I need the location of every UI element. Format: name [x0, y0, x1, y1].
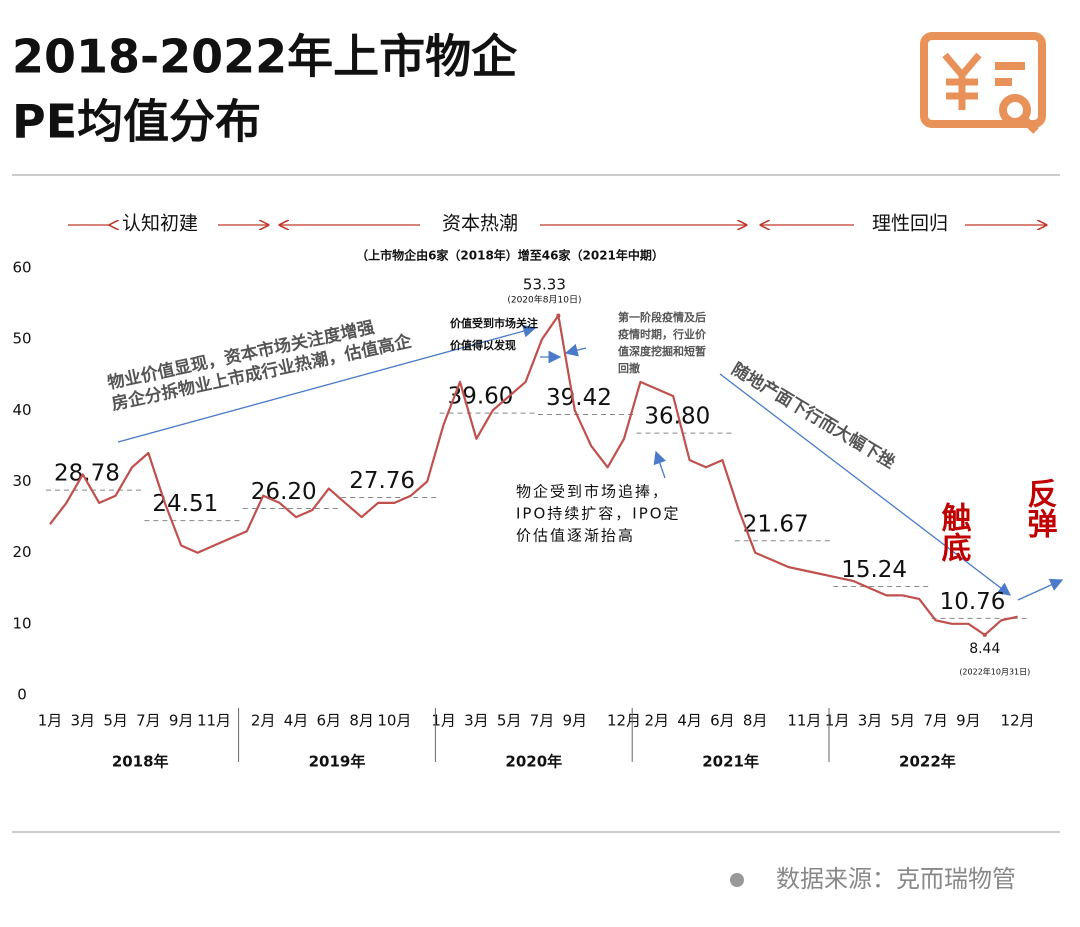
peak-label: 53.33 [523, 276, 566, 294]
annotation: 价值受到市场关注 [450, 316, 538, 330]
x-tick-label: 7月 [530, 712, 555, 730]
x-tick-label: 11月 [197, 712, 231, 730]
y-tick-label: 10 [12, 614, 31, 632]
x-tick-label: 1月 [38, 712, 63, 730]
x-tick-label: 1月 [431, 712, 456, 730]
annotation: 价估值逐渐抬高 [516, 527, 635, 545]
y-tick-label: 60 [12, 259, 31, 277]
subtitle: （上市物企由6家（2018年）增至46家（2021年中期） [356, 248, 664, 263]
x-tick-label: 1月 [825, 712, 850, 730]
year-label: 2022年 [899, 753, 956, 771]
phase-label: 资本热潮 [442, 213, 518, 235]
average-label: 27.76 [349, 468, 415, 494]
peak-point [556, 313, 561, 318]
x-tick-label: 6月 [710, 712, 735, 730]
x-tick-label: 9月 [563, 712, 588, 730]
x-tick-label: 3月 [71, 712, 96, 730]
title-line: PE均值分布 [12, 95, 261, 149]
annotation-arrows [117, 324, 1064, 601]
x-tick-label: 10月 [377, 712, 411, 730]
average-label: 15.24 [841, 557, 907, 583]
x-tick-label: 7月 [923, 712, 948, 730]
low-note: (2022年10月31日) [959, 667, 1030, 677]
x-tick-label: 3月 [858, 712, 883, 730]
low-label: 8.44 [969, 641, 1000, 657]
annotation: 回撤 [618, 361, 640, 375]
year-label: 2020年 [505, 753, 562, 771]
logo [920, 32, 1046, 134]
peak-note: (2020年8月10日) [507, 294, 581, 306]
x-tick-label: 8月 [743, 712, 768, 730]
annotation: 价值得以发现 [450, 338, 516, 352]
year-label: 2019年 [309, 753, 366, 771]
low-point [982, 632, 987, 637]
x-tick-label: 2月 [645, 712, 670, 730]
source: 数据来源：克而瑞物管 [776, 865, 1016, 893]
y-tick-label: 30 [12, 472, 31, 490]
x-tick-label: 6月 [317, 712, 342, 730]
source-dot [730, 873, 744, 887]
x-tick-label: 2月 [251, 712, 276, 730]
x-tick-label: 5月 [891, 712, 916, 730]
average-label: 21.67 [743, 511, 809, 537]
annotation: 物企受到市场追捧， [516, 483, 669, 501]
phase-label: 理性回归 [872, 213, 948, 235]
phase-label: 认知初建 [122, 213, 198, 235]
y-tick-label: 50 [12, 330, 31, 348]
x-tick-label: 7月 [136, 712, 161, 730]
x-tick-label: 4月 [677, 712, 702, 730]
x-tick-label: 4月 [284, 712, 309, 730]
x-tick-label: 12月 [1001, 712, 1035, 730]
y-tick-label: 20 [12, 543, 31, 561]
annotation: 值深度挖掘和短暂 [618, 344, 706, 358]
average-label: 10.76 [940, 589, 1006, 615]
emphasis-label: 反弹 [1022, 478, 1058, 538]
x-tick-label: 12月 [607, 712, 641, 730]
x-tick-label: 8月 [349, 712, 374, 730]
annotation: IPO持续扩容，IPO定 [516, 505, 681, 523]
x-tick-label: 11月 [787, 712, 821, 730]
year-label: 2018年 [112, 753, 169, 771]
emphasis-label: 触底 [936, 502, 972, 563]
annotation: 第一阶段疫情及后 [618, 310, 706, 324]
annotation: 随地产面下行而大幅下挫 [728, 359, 899, 473]
pe-line [49, 314, 1018, 636]
year-label: 2021年 [702, 753, 759, 771]
title-line: 2018-2022年上市物企 [12, 30, 518, 84]
y-tick-label: 40 [12, 401, 31, 419]
x-tick-label: 3月 [464, 712, 489, 730]
x-tick-label: 9月 [169, 712, 194, 730]
x-tick-label: 5月 [103, 712, 128, 730]
x-tick-label: 9月 [956, 712, 981, 730]
average-label: 39.42 [546, 385, 612, 411]
y-tick-label: 0 [17, 686, 27, 704]
annotation: 疫情时期，行业价 [618, 327, 707, 341]
x-tick-label: 5月 [497, 712, 522, 730]
